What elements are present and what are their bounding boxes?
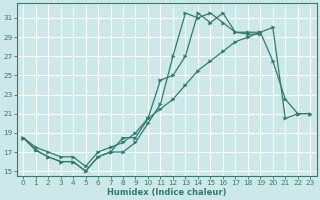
X-axis label: Humidex (Indice chaleur): Humidex (Indice chaleur) — [107, 188, 227, 197]
